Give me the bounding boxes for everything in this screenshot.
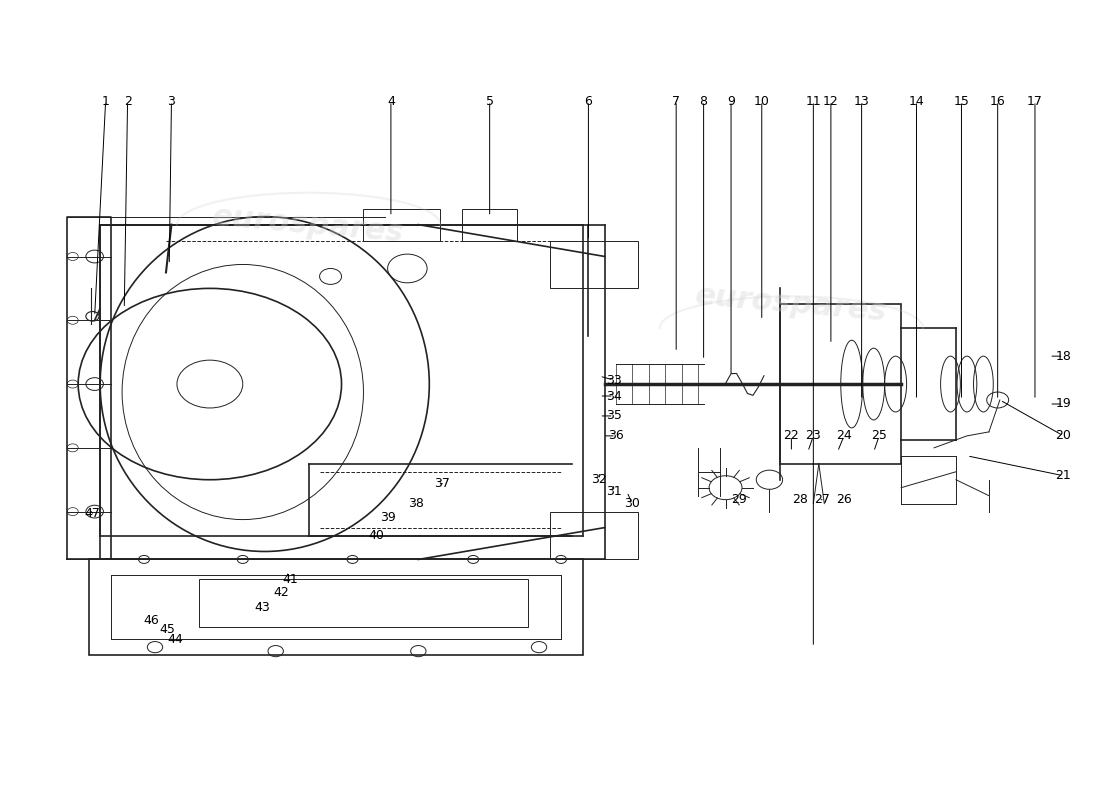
Text: 6: 6 bbox=[584, 94, 592, 107]
Text: 38: 38 bbox=[408, 497, 425, 510]
Text: 41: 41 bbox=[282, 573, 298, 586]
Text: eurospares: eurospares bbox=[211, 202, 406, 247]
Text: 47: 47 bbox=[85, 506, 100, 520]
Text: 37: 37 bbox=[434, 478, 450, 490]
Text: 35: 35 bbox=[606, 410, 621, 422]
Text: 43: 43 bbox=[255, 601, 271, 614]
Text: 13: 13 bbox=[854, 94, 869, 107]
Text: 18: 18 bbox=[1056, 350, 1071, 362]
Text: 21: 21 bbox=[1056, 470, 1071, 482]
Text: 14: 14 bbox=[909, 94, 924, 107]
Text: eurospares: eurospares bbox=[694, 282, 889, 327]
Text: 36: 36 bbox=[608, 430, 624, 442]
Text: 10: 10 bbox=[754, 94, 770, 107]
Text: 26: 26 bbox=[836, 493, 851, 506]
Text: 16: 16 bbox=[990, 94, 1005, 107]
Text: 39: 39 bbox=[379, 511, 396, 525]
Text: 11: 11 bbox=[805, 94, 822, 107]
Text: 40: 40 bbox=[368, 529, 385, 542]
Text: 12: 12 bbox=[823, 94, 839, 107]
Text: 24: 24 bbox=[836, 430, 851, 442]
Text: 25: 25 bbox=[871, 430, 887, 442]
Text: 5: 5 bbox=[486, 94, 494, 107]
Text: 34: 34 bbox=[606, 390, 621, 402]
Text: 44: 44 bbox=[167, 633, 183, 646]
Text: 9: 9 bbox=[727, 94, 735, 107]
Text: 45: 45 bbox=[160, 623, 175, 636]
Text: 7: 7 bbox=[672, 94, 680, 107]
Text: 32: 32 bbox=[592, 474, 607, 486]
Text: 3: 3 bbox=[167, 94, 175, 107]
Text: 4: 4 bbox=[387, 94, 395, 107]
Text: 2: 2 bbox=[123, 94, 132, 107]
Text: 27: 27 bbox=[814, 493, 830, 506]
Text: 23: 23 bbox=[805, 430, 822, 442]
Text: 1: 1 bbox=[101, 94, 110, 107]
Text: 33: 33 bbox=[606, 374, 621, 386]
Text: 46: 46 bbox=[144, 614, 159, 626]
Text: 42: 42 bbox=[273, 586, 289, 599]
Text: 20: 20 bbox=[1056, 430, 1071, 442]
Text: 30: 30 bbox=[625, 497, 640, 510]
Text: 15: 15 bbox=[954, 94, 969, 107]
Text: 29: 29 bbox=[730, 493, 747, 506]
Text: 22: 22 bbox=[783, 430, 800, 442]
Text: 31: 31 bbox=[606, 485, 621, 498]
Text: 19: 19 bbox=[1056, 398, 1071, 410]
Text: 17: 17 bbox=[1027, 94, 1043, 107]
Text: 8: 8 bbox=[700, 94, 707, 107]
Text: 28: 28 bbox=[792, 493, 808, 506]
